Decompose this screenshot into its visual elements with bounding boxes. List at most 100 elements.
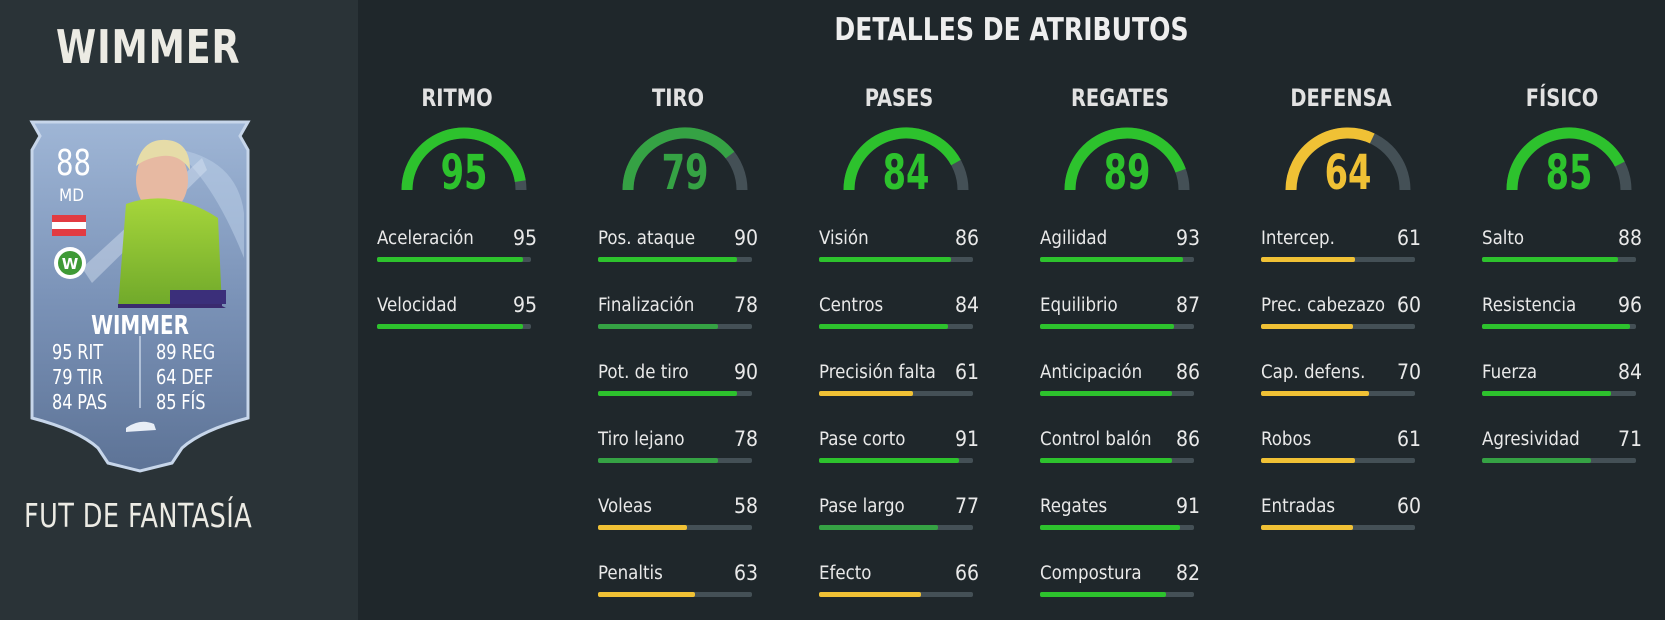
- stat-bar-fill: [1040, 391, 1173, 396]
- svg-text:W: W: [62, 255, 79, 273]
- stat-bar-track: [598, 324, 752, 329]
- stat-value: 84: [954, 293, 979, 317]
- stat-bar-fill: [1040, 257, 1184, 262]
- stat-value: 61: [954, 360, 979, 384]
- stat-row: Visión 86: [819, 226, 979, 278]
- details-title: DETALLES DE ATRIBUTOS: [834, 12, 1189, 48]
- stat-bar-track: [377, 324, 531, 329]
- stat-bar-fill: [819, 525, 938, 530]
- gauge-fill: [1285, 127, 1375, 191]
- stat-value: 78: [733, 427, 758, 451]
- stat-bar-track: [1482, 391, 1636, 396]
- stat-label: Centros: [819, 295, 884, 316]
- stat-row: Control balón 86: [1040, 427, 1200, 479]
- player-name-title: WIMMER: [56, 20, 241, 74]
- stat-label: Control balón: [1040, 429, 1152, 450]
- stat-bar-fill: [1040, 324, 1174, 329]
- stat-label: Tiro lejano: [598, 429, 685, 450]
- stat-bar-fill: [598, 391, 737, 396]
- card-stat-rit: 95 RIT: [52, 340, 104, 364]
- stat-row: Agilidad 93: [1040, 226, 1200, 278]
- gauge-fill: [1064, 127, 1186, 191]
- stat-bar-track: [1482, 324, 1636, 329]
- stat-row: Prec. cabezazo 60: [1261, 293, 1421, 345]
- gauge-fill: [1506, 127, 1625, 191]
- stat-value: 61: [1396, 226, 1421, 250]
- stat-label: Pase largo: [819, 496, 905, 517]
- stat-bar-fill: [598, 257, 737, 262]
- stat-row: Pase corto 91: [819, 427, 979, 479]
- stat-value: 91: [1175, 494, 1200, 518]
- stat-bar-track: [1261, 391, 1415, 396]
- category-title: FÍSICO: [1525, 84, 1599, 112]
- category-value: 79: [661, 145, 709, 201]
- stat-label: Efecto: [819, 563, 872, 584]
- stat-bar-track: [1482, 458, 1636, 463]
- card-position: MD: [59, 186, 84, 206]
- stat-bar-fill: [1482, 257, 1618, 262]
- player-panel: WIMMER: [0, 0, 358, 620]
- stat-value: 66: [954, 561, 979, 585]
- stat-bar-track: [1040, 458, 1194, 463]
- category-title: RITMO: [421, 84, 493, 112]
- stat-bar-track: [819, 592, 973, 597]
- category-gauge: [843, 127, 969, 191]
- stat-bar-fill: [1040, 592, 1167, 597]
- category-title: PASES: [864, 84, 934, 112]
- stat-bar-track: [819, 324, 973, 329]
- category-gauge: [1064, 127, 1190, 191]
- stat-label: Aceleración: [377, 228, 474, 249]
- stat-bar-fill: [377, 324, 524, 329]
- stat-label: Visión: [819, 228, 869, 249]
- stat-row: Robos 61: [1261, 427, 1421, 479]
- stat-bar-track: [598, 458, 752, 463]
- stat-label: Cap. defens.: [1261, 362, 1366, 383]
- stat-row: Efecto 66: [819, 561, 979, 613]
- stat-row: Finalización 78: [598, 293, 758, 345]
- stat-row: Velocidad 95: [377, 293, 537, 345]
- category-value: 95: [440, 145, 488, 201]
- category-pases: PASES 84 Visión 86 Centros 84 Precisión falta 6…: [819, 78, 979, 618]
- stat-label: Intercep.: [1261, 228, 1335, 249]
- stat-row: Precisión falta 61: [819, 360, 979, 412]
- stat-bar-track: [598, 525, 752, 530]
- stat-bar-fill: [1261, 525, 1354, 530]
- stat-bar-track: [819, 458, 973, 463]
- stat-value: 84: [1617, 360, 1642, 384]
- stat-bar-track: [1261, 525, 1415, 530]
- stat-value: 86: [954, 226, 979, 250]
- stat-value: 87: [1175, 293, 1200, 317]
- stat-bar-fill: [598, 525, 688, 530]
- stat-value: 91: [954, 427, 979, 451]
- stat-label: Penaltis: [598, 563, 663, 584]
- stat-bar-track: [377, 257, 531, 262]
- stat-row: Voleas 58: [598, 494, 758, 546]
- stat-row: Anticipación 86: [1040, 360, 1200, 412]
- stat-row: Compostura 82: [1040, 561, 1200, 613]
- stat-value: 95: [512, 293, 537, 317]
- stat-bar-fill: [819, 391, 913, 396]
- stat-row: Entradas 60: [1261, 494, 1421, 546]
- card-stat-reg: 89 REG: [156, 340, 216, 364]
- player-card[interactable]: W 88 MD WIMMER 95 RIT 79 TIR 84 PAS 89 REG 6…: [22, 118, 258, 475]
- stat-label: Velocidad: [377, 295, 458, 316]
- stat-bar-track: [598, 592, 752, 597]
- stat-label: Regates: [1040, 496, 1108, 517]
- stat-label: Precisión falta: [819, 362, 936, 383]
- stat-bar-fill: [1261, 257, 1355, 262]
- category-value: 64: [1324, 145, 1372, 201]
- stat-value: 70: [1396, 360, 1421, 384]
- stat-value: 96: [1617, 293, 1642, 317]
- stat-bar-fill: [819, 592, 921, 597]
- stat-label: Voleas: [598, 496, 652, 517]
- card-background: W: [29, 120, 251, 473]
- stat-row: Cap. defens. 70: [1261, 360, 1421, 412]
- stat-bar-track: [1261, 257, 1415, 262]
- stat-label: Resistencia: [1482, 295, 1577, 316]
- stat-value: 61: [1396, 427, 1421, 451]
- stat-row: Penaltis 63: [598, 561, 758, 613]
- stat-bar-track: [1040, 391, 1194, 396]
- stat-label: Prec. cabezazo: [1261, 295, 1386, 316]
- category-value: 85: [1545, 145, 1593, 201]
- stat-label: Pos. ataque: [598, 228, 696, 249]
